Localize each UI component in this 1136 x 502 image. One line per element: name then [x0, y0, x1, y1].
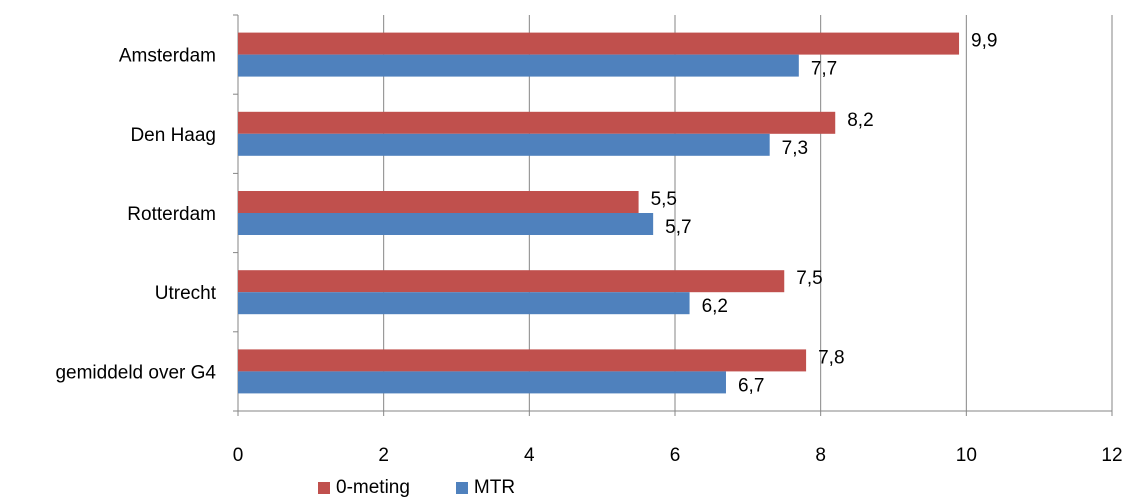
data-label: 7,5 [796, 268, 822, 289]
x-tick-label: 4 [524, 445, 535, 466]
legend-item-mtr: MTR [455, 477, 516, 499]
bar-0-meting-rotterdam [238, 191, 639, 213]
x-tick-labels: 0 2 4 6 8 10 12 [233, 445, 1123, 466]
category-labels: Amsterdam Den Haag Rotterdam Utrecht gemidde… [55, 46, 216, 384]
bar-mtr-gemiddeld-over-g4 [238, 371, 726, 394]
x-tick-label: 6 [670, 445, 681, 466]
data-label: 9,9 [971, 31, 997, 52]
category-label: Utrecht [155, 283, 217, 304]
bar-0-meting-utrecht [238, 270, 785, 293]
data-label: 7,7 [811, 59, 837, 80]
bars [238, 32, 960, 394]
bar-chart: 9,9 7,7 8,2 7,3 5,5 5,7 7,5 6,2 7,8 6,7 Amsterdam… [55, 14, 1123, 466]
bar-0-meting-den-haag [238, 111, 836, 134]
bar-mtr-rotterdam [238, 213, 654, 235]
data-label: 7,3 [782, 138, 808, 159]
x-tick-label: 2 [378, 445, 389, 466]
category-label: Den Haag [130, 125, 216, 146]
bar-0-meting-amsterdam [238, 32, 960, 55]
gridlines [383, 15, 1113, 411]
value-labels: 9,9 7,7 8,2 7,3 5,5 5,7 7,5 6,2 7,8 6,7 [651, 31, 998, 397]
x-tick-label: 0 [233, 445, 244, 466]
data-label: 6,7 [738, 375, 764, 396]
bar-mtr-den-haag [238, 133, 770, 156]
legend-label-mtr: MTR [473, 477, 516, 498]
data-label: 5,5 [651, 189, 677, 210]
legend-item-0-meting: 0-meting [318, 477, 410, 499]
data-label: 7,8 [818, 347, 844, 368]
data-label: 6,2 [702, 296, 728, 317]
data-label: 8,2 [847, 110, 873, 131]
data-label: 5,7 [665, 217, 691, 238]
x-tick-label: 10 [956, 445, 977, 466]
category-label: Rotterdam [127, 204, 216, 225]
legend-label-0-meting: 0-meting [336, 477, 410, 498]
legend-swatch-mtr [455, 482, 468, 494]
legend: 0-meting MTR [318, 476, 515, 500]
x-tick-label: 8 [815, 445, 826, 466]
x-tick-label: 12 [1101, 445, 1122, 466]
category-label: gemiddeld over G4 [55, 362, 216, 383]
category-label: Amsterdam [119, 46, 216, 67]
bar-mtr-amsterdam [238, 54, 799, 77]
legend-swatch-0-meting [318, 482, 330, 494]
bar-mtr-utrecht [238, 292, 690, 315]
bar-0-meting-gemiddeld-over-g4 [238, 349, 807, 372]
